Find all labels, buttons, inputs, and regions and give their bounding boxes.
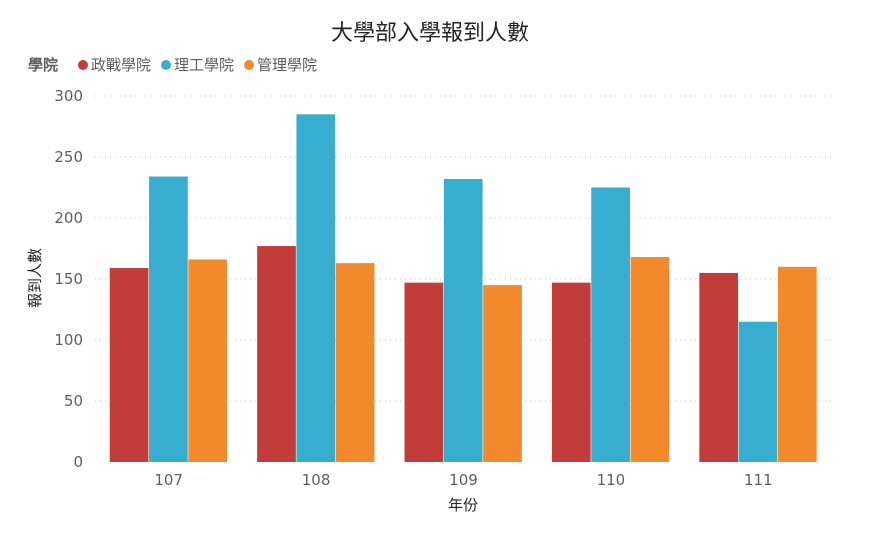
y-axis: 0 50 100 150 200 250 300: [54, 87, 83, 471]
bar-109-管理學院: [483, 285, 522, 462]
bar-111-管理學院: [777, 266, 817, 462]
x-tick-label: 107: [154, 471, 183, 489]
legend-label-0: 政戰學院: [91, 56, 151, 74]
bar-108-理工學院: [296, 114, 336, 463]
bar-108-管理學院: [335, 263, 375, 462]
bar-107-理工學院: [149, 176, 188, 462]
x-tick-label: 108: [302, 471, 331, 489]
bar-110-政戰學院: [551, 282, 591, 462]
legend-marker-1: [161, 60, 172, 70]
y-tick-label: 200: [54, 209, 83, 227]
x-axis: 107 108 109 110 111: [154, 471, 772, 489]
bar-108-政戰學院: [257, 246, 296, 462]
bar-111-理工學院: [738, 321, 778, 462]
x-tick-label: 110: [597, 471, 626, 489]
chart-title: 大學部入學報到人數: [331, 21, 529, 46]
x-tick-label: 111: [744, 471, 773, 489]
legend-marker-0: [78, 60, 88, 70]
y-tick-label: 100: [54, 331, 83, 349]
y-tick-label: 0: [73, 453, 83, 471]
y-tick-label: 150: [54, 270, 83, 288]
x-axis-label: 年份: [448, 496, 478, 514]
y-tick-label: 250: [54, 148, 83, 166]
y-tick-label: 300: [54, 87, 83, 105]
bar-107-政戰學院: [109, 268, 149, 462]
bar-111-政戰學院: [699, 272, 739, 462]
legend-label-2: 管理學院: [257, 56, 317, 74]
y-tick-label: 50: [64, 392, 83, 410]
legend-marker-2: [244, 60, 255, 70]
x-tick-label: 109: [449, 471, 478, 489]
legend: 學院 政戰學院 理工學院 管理學院: [28, 56, 317, 74]
y-axis-label: 報到人數: [26, 248, 44, 308]
bar-110-管理學院: [630, 257, 670, 462]
bar-107-管理學院: [188, 259, 228, 462]
legend-title: 學院: [28, 56, 58, 74]
bar-109-政戰學院: [404, 282, 444, 462]
bar-110-理工學院: [591, 187, 630, 462]
bar-109-理工學院: [443, 178, 483, 462]
legend-label-1: 理工學院: [174, 56, 234, 74]
bars: [109, 114, 817, 463]
